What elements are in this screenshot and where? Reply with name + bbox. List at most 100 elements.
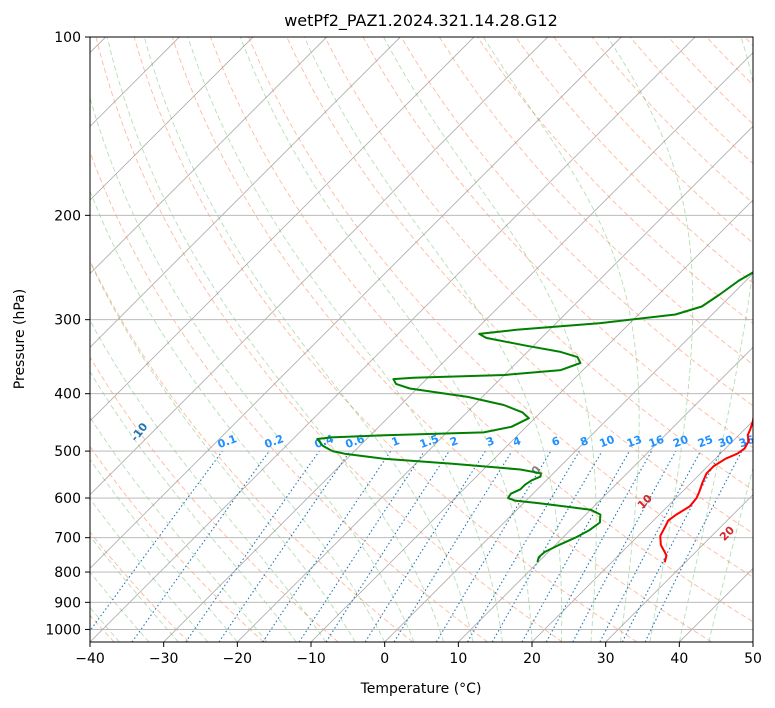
moist-adiabat-line [106, 37, 445, 642]
moist-adiabat-line [187, 37, 503, 642]
dry-adiabat-line [171, 37, 712, 642]
x-tick-label: −10 [296, 651, 326, 667]
isopleth-label: 20 [671, 433, 690, 451]
y-tick-label: 800 [54, 565, 81, 581]
moist-adiabat-line [607, 37, 694, 642]
moist-adiabat-line [90, 497, 209, 642]
plot-frame [89, 36, 754, 643]
plot-area: -100-90-80-70-60-50-40-30-20-100.10.20.4… [90, 37, 753, 642]
y-tick-label: 100 [54, 30, 81, 46]
isopleth-label: 0.2 [263, 432, 286, 451]
moist-adiabat-line [303, 37, 563, 642]
isopleth-label: 0.4 [313, 432, 336, 451]
dewpoint-profile [316, 271, 753, 563]
x-tick-label: 20 [523, 651, 541, 667]
isopleth-labels: -100-90-80-70-60-50-40-30-20-100.10.20.4… [128, 420, 753, 544]
dry-adiabat-line [744, 37, 753, 47]
background-lines [90, 37, 753, 642]
mixing-ratio-line [521, 450, 630, 642]
isopleth-label: 8 [578, 434, 590, 449]
mixing-ratio-line [90, 450, 223, 632]
mixing-ratio-line [185, 450, 320, 642]
y-tick-label: 300 [54, 313, 81, 329]
mixing-ratio-line [393, 450, 513, 642]
moist-adiabat-line [708, 466, 753, 642]
isotherm-line [679, 567, 753, 642]
dry-adiabat-line [90, 356, 339, 642]
dry-adiabat-line [515, 37, 753, 284]
moist-adiabat-line [143, 37, 474, 642]
isotherm-line [163, 52, 753, 642]
mixing-ratio-line [364, 450, 486, 642]
mixing-ratio-line [262, 450, 392, 642]
dry-adiabat-line [90, 531, 190, 642]
dry-adiabat-line [248, 37, 753, 578]
y-tick-label: 900 [54, 595, 81, 611]
mixing-ratio-line [131, 450, 270, 642]
isopleth-label: 4 [511, 434, 523, 449]
dry-adiabat-line [362, 37, 753, 449]
dry-adiabat-line [324, 37, 753, 491]
mixing-ratio-line [298, 450, 425, 642]
x-tick-label: −40 [75, 651, 105, 667]
isopleth-label: 3 [484, 434, 496, 449]
y-tick-label: 1000 [45, 622, 81, 638]
y-tick-label: 500 [54, 444, 81, 460]
mixing-ratio-line [325, 450, 450, 642]
isopleth-label: 1.5 [418, 432, 441, 451]
isopleth-label: 25 [696, 433, 715, 450]
isopleth-label: 10 [598, 433, 617, 451]
isotherm-line [90, 37, 475, 422]
mixing-ratio-line [545, 450, 653, 642]
isotherm-line [90, 37, 696, 642]
isotherm-line [90, 37, 548, 496]
dry-adiabat-line [668, 37, 753, 125]
isopleth-label: 0.1 [216, 432, 239, 451]
moist-adiabat-line [90, 416, 268, 642]
isotherm-line [90, 37, 327, 275]
y-axis-ticks: 100 200 300 400 500 600 700 800 900 1000 [45, 30, 90, 638]
isotherm-line [458, 346, 753, 642]
isopleth-label: 6 [550, 434, 562, 449]
y-tick-label: 600 [54, 491, 81, 507]
x-tick-label: 10 [449, 651, 467, 667]
isotherm-line [237, 125, 753, 642]
x-axis-label: Temperature (°C) [360, 681, 482, 697]
isotherm-line [310, 199, 753, 642]
x-tick-label: −20 [223, 651, 253, 667]
y-axis-label: Pressure (hPa) [12, 289, 28, 389]
dry-adiabat-line [439, 37, 753, 365]
y-tick-label: 700 [54, 531, 81, 547]
dry-adiabat-line [133, 37, 638, 642]
x-tick-label: −30 [149, 651, 179, 667]
moist-adiabat-line [383, 37, 597, 642]
dry-adiabat-line [553, 37, 753, 244]
isopleth-label: -10 [128, 420, 151, 444]
isopleth-label: 0.6 [344, 432, 367, 451]
y-tick-label: 400 [54, 387, 81, 403]
dry-adiabat-line [400, 37, 753, 407]
isotherm-line [531, 420, 753, 642]
dry-adiabat-line [210, 37, 753, 623]
mixing-ratio-line [599, 450, 701, 642]
y-tick-label: 200 [54, 208, 81, 224]
isopleth-label: 10 [635, 492, 655, 512]
isopleth-label: 16 [647, 433, 666, 451]
isotherm-line [384, 273, 753, 642]
isotherm-line [90, 37, 401, 348]
mixing-ratio-line [491, 450, 603, 642]
temperature-profile [659, 414, 753, 563]
dry-adiabat-line [286, 37, 753, 534]
dry-adiabat-line [95, 37, 563, 642]
x-tick-label: 0 [380, 651, 389, 667]
isotherm-line [605, 494, 753, 642]
dry-adiabat-line [591, 37, 753, 204]
chart-title: wetPf2_PAZ1.2024.321.14.28.G12 [284, 11, 558, 31]
isotherm-line [90, 37, 254, 201]
moist-adiabat-line [90, 190, 386, 642]
moist-adiabat-line [90, 260, 356, 642]
isopleth-label: 13 [625, 433, 644, 450]
moist-adiabat-line [90, 319, 327, 642]
dry-adiabat-line [706, 37, 753, 86]
mixing-ratio-line [467, 450, 580, 642]
